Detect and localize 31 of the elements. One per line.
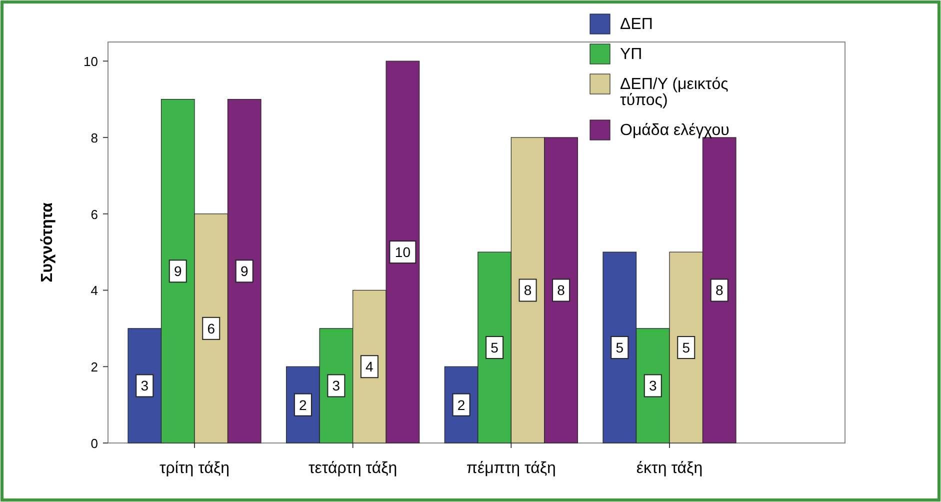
legend-label: Ομάδα ελέγχου bbox=[620, 122, 730, 139]
data-label: 3 bbox=[140, 378, 149, 394]
legend-label: ΥΠ bbox=[620, 46, 642, 63]
data-label: 2 bbox=[457, 396, 466, 413]
data-label: 10 bbox=[394, 244, 411, 260]
data-label: 5 bbox=[616, 340, 624, 356]
data-label: 8 bbox=[715, 282, 724, 298]
y-tick-label: 10 bbox=[84, 54, 98, 70]
data-label: 5 bbox=[490, 340, 499, 356]
x-tick-label: τετάρτη τάξη bbox=[308, 460, 398, 477]
data-label: 9 bbox=[174, 263, 182, 280]
data-label: 3 bbox=[648, 378, 657, 394]
x-tick-label: τρίτη τάξη bbox=[159, 460, 230, 477]
data-label: 2 bbox=[299, 396, 308, 413]
data-label: 3 bbox=[332, 378, 340, 394]
y-tick-label: 8 bbox=[90, 130, 98, 146]
x-tick-label: έκτη τάξη bbox=[636, 460, 703, 477]
data-label: 8 bbox=[524, 282, 532, 298]
y-tick-label: 0 bbox=[90, 436, 98, 451]
data-label: 9 bbox=[240, 263, 248, 280]
data-label: 4 bbox=[366, 358, 374, 375]
y-tick-label: 4 bbox=[90, 283, 98, 298]
y-axis-title: Συχνότητα bbox=[39, 202, 56, 282]
data-label: 8 bbox=[557, 282, 566, 298]
data-label: 6 bbox=[207, 320, 216, 336]
y-tick-label: 2 bbox=[90, 360, 98, 375]
data-label: 5 bbox=[682, 340, 690, 356]
x-tick-label: πέμπτη τάξη bbox=[466, 460, 556, 477]
y-tick-label: 6 bbox=[90, 206, 98, 222]
legend-label: ΔΕΠ bbox=[620, 16, 653, 33]
legend-label: ΔΕΠ/Υ (μεικτός τύπος) bbox=[620, 76, 729, 109]
